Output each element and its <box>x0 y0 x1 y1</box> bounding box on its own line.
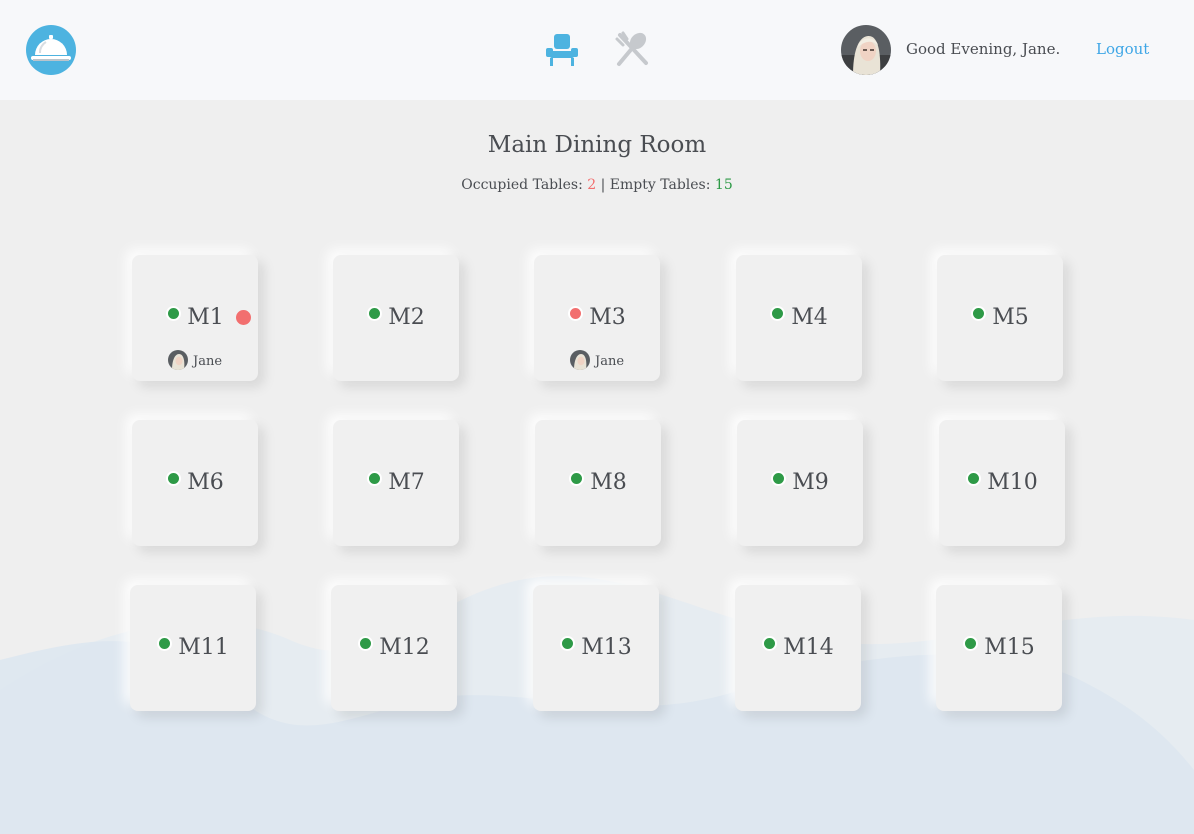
table-label: M6 <box>187 470 224 495</box>
status-dot <box>358 636 374 651</box>
status-dot <box>166 306 182 321</box>
table-label: M5 <box>992 305 1029 330</box>
table-label: M12 <box>379 635 430 660</box>
status-dot <box>569 471 585 486</box>
table-card[interactable]: M9 <box>737 420 863 546</box>
table-name: M1 <box>132 305 258 330</box>
occupied-label: Occupied Tables: <box>461 177 588 193</box>
empty-label: Empty Tables: <box>609 177 715 193</box>
status-dot <box>367 471 383 486</box>
server-name: Jane <box>594 354 625 369</box>
chair-icon[interactable] <box>542 30 582 70</box>
table-label: M1 <box>187 305 224 330</box>
table-card[interactable]: M14 <box>735 585 861 711</box>
table-name: M3 <box>534 305 660 330</box>
status-dot <box>771 471 787 486</box>
server-name: Jane <box>192 354 223 369</box>
table-name: M13 <box>533 635 659 660</box>
table-label: M13 <box>581 635 632 660</box>
top-header: Good Evening, Jane. Logout <box>0 0 1194 100</box>
table-name: M12 <box>331 635 457 660</box>
table-card[interactable]: M12 <box>331 585 457 711</box>
table-card[interactable]: M11 <box>130 585 256 711</box>
table-card[interactable]: M1 Jane <box>132 255 258 381</box>
table-card[interactable]: M6 <box>132 420 258 546</box>
status-dot <box>963 636 979 651</box>
status-dot <box>770 306 786 321</box>
table-name: M7 <box>333 470 459 495</box>
table-label: M15 <box>984 635 1035 660</box>
server-avatar <box>167 350 188 370</box>
table-card[interactable]: M3 Jane <box>534 255 660 381</box>
logout-link[interactable]: Logout <box>1096 40 1150 58</box>
table-name: M11 <box>130 635 256 660</box>
table-card[interactable]: M7 <box>333 420 459 546</box>
table-name: M6 <box>132 470 258 495</box>
table-card[interactable]: M10 <box>939 420 1065 546</box>
stats-separator: | <box>596 177 610 193</box>
utensils-icon[interactable] <box>612 30 652 70</box>
table-label: M14 <box>783 635 834 660</box>
table-label: M4 <box>791 305 828 330</box>
table-label: M3 <box>589 305 626 330</box>
empty-count: 15 <box>714 177 733 193</box>
table-label: M2 <box>388 305 425 330</box>
table-card[interactable]: M4 <box>736 255 862 381</box>
table-name: M8 <box>535 470 661 495</box>
status-dot <box>568 306 584 321</box>
table-card[interactable]: M13 <box>533 585 659 711</box>
server-avatar <box>569 350 590 370</box>
table-card[interactable]: M2 <box>333 255 459 381</box>
table-name: M9 <box>737 470 863 495</box>
table-stats: Occupied Tables: 2 | Empty Tables: 15 <box>0 177 1194 193</box>
table-label: M7 <box>388 470 425 495</box>
status-dot <box>966 471 982 486</box>
table-name: M5 <box>937 305 1063 330</box>
table-card[interactable]: M15 <box>936 585 1062 711</box>
status-dot <box>166 471 182 486</box>
table-label: M10 <box>987 470 1038 495</box>
table-label: M9 <box>792 470 829 495</box>
table-card[interactable]: M8 <box>535 420 661 546</box>
status-dot <box>157 636 173 651</box>
status-dot <box>971 306 987 321</box>
occupied-count: 2 <box>587 177 597 193</box>
page-title: Main Dining Room <box>487 132 707 158</box>
table-name: M10 <box>939 470 1065 495</box>
user-avatar[interactable] <box>841 25 891 75</box>
status-dot <box>560 636 576 651</box>
server-info: Jane <box>132 350 258 370</box>
server-info: Jane <box>534 350 660 370</box>
cloche-icon[interactable] <box>26 25 76 75</box>
table-label: M8 <box>590 470 627 495</box>
status-dot <box>367 306 383 321</box>
status-dot <box>762 636 778 651</box>
table-name: M14 <box>735 635 861 660</box>
greeting-text: Good Evening, Jane. <box>906 40 1061 58</box>
alert-indicator <box>236 310 251 325</box>
table-name: M4 <box>736 305 862 330</box>
table-label: M11 <box>178 635 229 660</box>
table-card[interactable]: M5 <box>937 255 1063 381</box>
table-name: M2 <box>333 305 459 330</box>
table-name: M15 <box>936 635 1062 660</box>
